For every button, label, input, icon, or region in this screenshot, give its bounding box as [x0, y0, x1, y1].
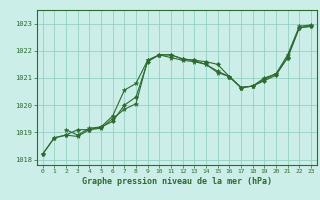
X-axis label: Graphe pression niveau de la mer (hPa): Graphe pression niveau de la mer (hPa) — [82, 177, 272, 186]
